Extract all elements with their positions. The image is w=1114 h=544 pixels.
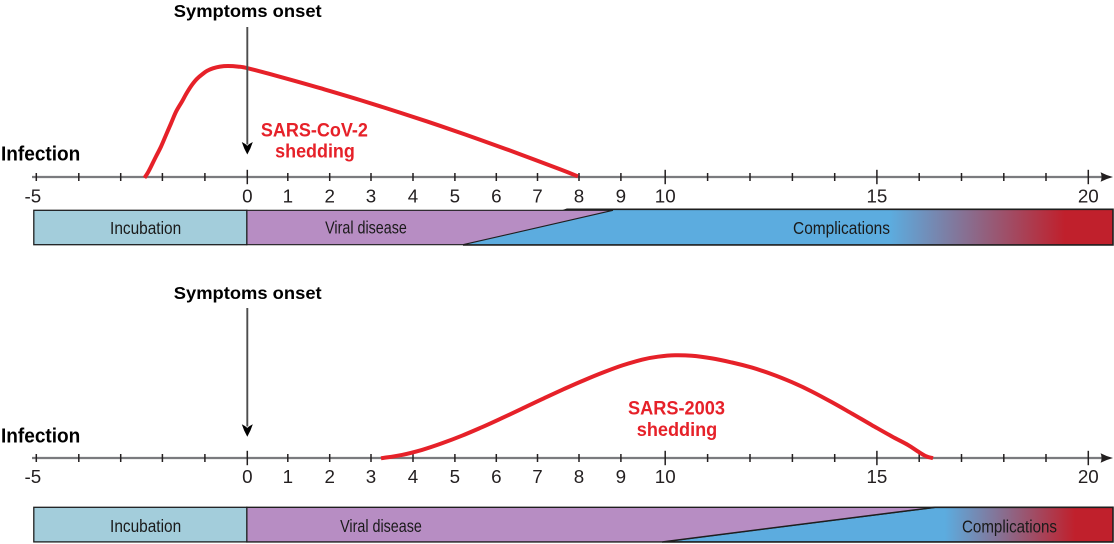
svg-text:3: 3 [366, 186, 376, 207]
svg-text:Infection: Infection [1, 144, 80, 166]
svg-text:20: 20 [1078, 466, 1099, 487]
svg-text:Complications: Complications [962, 517, 1057, 537]
svg-text:6: 6 [491, 186, 501, 207]
svg-text:20: 20 [1078, 186, 1099, 207]
svg-text:4: 4 [408, 186, 418, 207]
svg-text:Viral disease: Viral disease [325, 217, 407, 237]
svg-text:8: 8 [574, 186, 584, 207]
svg-text:15: 15 [866, 186, 887, 207]
svg-text:5: 5 [450, 186, 460, 207]
svg-text:Infection: Infection [1, 426, 80, 448]
svg-text:6: 6 [491, 466, 501, 487]
svg-text:9: 9 [616, 186, 626, 207]
svg-text:7: 7 [532, 466, 542, 487]
svg-text:3: 3 [366, 466, 376, 487]
svg-text:Symptoms onset: Symptoms onset [174, 283, 322, 303]
svg-text:9: 9 [616, 466, 626, 487]
svg-text:shedding: shedding [637, 419, 718, 441]
svg-text:SARS-2003: SARS-2003 [628, 398, 725, 420]
svg-text:Complications: Complications [793, 218, 890, 238]
svg-text:2: 2 [324, 466, 334, 487]
svg-text:1: 1 [283, 186, 293, 207]
svg-text:5: 5 [450, 466, 460, 487]
svg-text:Incubation: Incubation [110, 218, 181, 238]
svg-text:Viral disease: Viral disease [340, 516, 422, 536]
svg-text:15: 15 [866, 466, 887, 487]
svg-text:10: 10 [655, 186, 676, 207]
svg-text:shedding: shedding [275, 141, 355, 163]
svg-text:Symptoms onset: Symptoms onset [174, 1, 322, 21]
svg-text:4: 4 [408, 466, 418, 487]
svg-text:1: 1 [283, 466, 293, 487]
svg-text:10: 10 [655, 466, 676, 487]
svg-text:2: 2 [324, 186, 334, 207]
svg-text:-5: -5 [24, 466, 41, 487]
svg-text:0: 0 [242, 186, 252, 207]
svg-text:7: 7 [532, 186, 542, 207]
svg-text:0: 0 [242, 466, 252, 487]
svg-text:Incubation: Incubation [110, 516, 181, 536]
svg-text:-5: -5 [24, 186, 41, 207]
svg-text:SARS-CoV-2: SARS-CoV-2 [261, 120, 368, 142]
svg-text:8: 8 [574, 466, 584, 487]
